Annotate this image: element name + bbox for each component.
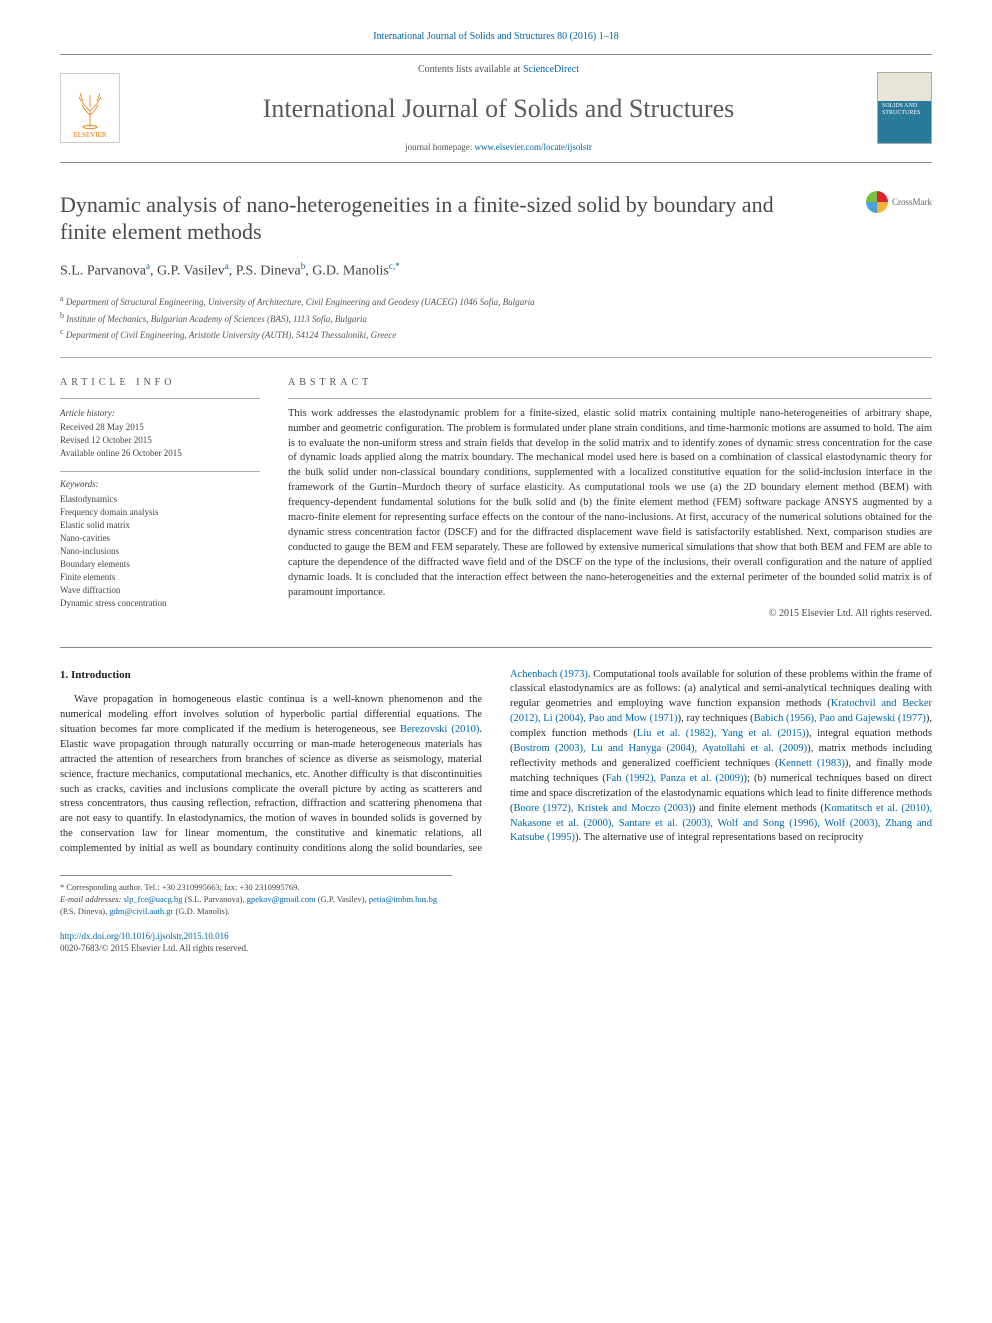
- ref-link[interactable]: Babich (1956), Pao and Gajewski (1977): [754, 713, 926, 724]
- ref-link[interactable]: Liu et al. (1982), Yang et al. (2015): [637, 728, 806, 739]
- history-item: Revised 12 October 2015: [60, 434, 260, 447]
- crossmark-label: CrossMark: [892, 196, 932, 209]
- contents-line: Contents lists available at ScienceDirec…: [120, 63, 877, 77]
- ref-link[interactable]: Boore (1972), Kristek and Moczo (2003): [514, 803, 692, 814]
- info-divider: [60, 398, 260, 399]
- email-line: E-mail addresses: slp_fce@uacg.bg (S.L. …: [60, 894, 452, 918]
- contents-prefix: Contents lists available at: [418, 64, 523, 75]
- doi-link[interactable]: http://dx.doi.org/10.1016/j.ijsolstr.201…: [60, 931, 229, 941]
- ref-link[interactable]: Fah (1992), Panza et al. (2009): [606, 773, 744, 784]
- keyword-item: Boundary elements: [60, 558, 260, 571]
- article-title: Dynamic analysis of nano-heterogeneities…: [60, 191, 800, 246]
- journal-cover-thumb[interactable]: SOLIDS AND STRUCTURES: [877, 72, 932, 144]
- keyword-item: Dynamic stress concentration: [60, 597, 260, 610]
- sciencedirect-link[interactable]: ScienceDirect: [523, 64, 579, 75]
- homepage-link[interactable]: www.elsevier.com/locate/ijsolstr: [475, 142, 592, 152]
- section-heading: 1. Introduction: [60, 668, 482, 684]
- body-columns: 1. Introduction Wave propagation in homo…: [60, 668, 932, 858]
- keyword-item: Nano-inclusions: [60, 545, 260, 558]
- email-link[interactable]: gpekov@gmail.com: [247, 894, 316, 904]
- masthead: ELSEVIER Contents lists available at Sci…: [60, 54, 932, 163]
- ref-link[interactable]: Achenbach (1973): [510, 669, 588, 680]
- journal-reference: International Journal of Solids and Stru…: [60, 30, 932, 44]
- info-row: ARTICLE INFO Article history: Received 2…: [60, 376, 932, 621]
- history-label: Article history:: [60, 407, 260, 420]
- ref-link[interactable]: Berezovski (2010): [400, 724, 479, 735]
- footer: http://dx.doi.org/10.1016/j.ijsolstr.201…: [60, 930, 932, 955]
- ref-link[interactable]: Bostrom (2003), Lu and Hanyga (2004), Ay…: [514, 743, 808, 754]
- cover-thumb-text: SOLIDS AND STRUCTURES: [882, 103, 931, 116]
- keyword-item: Nano-cavities: [60, 532, 260, 545]
- abstract-text: This work addresses the elastodynamic pr…: [288, 407, 932, 601]
- authors: S.L. Parvanovaa, G.P. Vasileva, P.S. Din…: [60, 260, 932, 281]
- history-item: Available online 26 October 2015: [60, 447, 260, 460]
- homepage-prefix: journal homepage:: [405, 142, 474, 152]
- crossmark-badge[interactable]: CrossMark: [866, 191, 932, 213]
- elsevier-tree-icon: [70, 86, 110, 131]
- article-info-col: ARTICLE INFO Article history: Received 2…: [60, 376, 260, 621]
- email-link[interactable]: gdm@civil.auth.gr: [109, 906, 173, 916]
- elsevier-logo[interactable]: ELSEVIER: [60, 73, 120, 143]
- email-link[interactable]: slp_fce@uacg.bg: [123, 894, 182, 904]
- abstract-col: ABSTRACT This work addresses the elastod…: [288, 376, 932, 621]
- keyword-item: Frequency domain analysis: [60, 506, 260, 519]
- history-list: Received 28 May 2015Revised 12 October 2…: [60, 421, 260, 459]
- keywords-label: Keywords:: [60, 478, 260, 491]
- kw-divider: [60, 471, 260, 472]
- copyright-line: © 2015 Elsevier Ltd. All rights reserved…: [288, 607, 932, 621]
- keyword-item: Finite elements: [60, 571, 260, 584]
- keyword-item: Elastic solid matrix: [60, 519, 260, 532]
- masthead-center: Contents lists available at ScienceDirec…: [120, 63, 877, 154]
- corresponding-author: * Corresponding author. Tel.: +30 231099…: [60, 882, 452, 894]
- footnote-block: * Corresponding author. Tel.: +30 231099…: [60, 875, 452, 918]
- email-link[interactable]: petia@imbm.bas.bg: [369, 894, 437, 904]
- elsevier-label: ELSEVIER: [73, 131, 106, 141]
- issn-line: 0020-7683/© 2015 Elsevier Ltd. All right…: [60, 943, 248, 953]
- abstract-label: ABSTRACT: [288, 376, 932, 390]
- journal-ref-link[interactable]: International Journal of Solids and Stru…: [373, 31, 619, 42]
- keyword-item: Elastodynamics: [60, 493, 260, 506]
- history-item: Received 28 May 2015: [60, 421, 260, 434]
- crossmark-icon: [866, 191, 888, 213]
- article-info-label: ARTICLE INFO: [60, 376, 260, 390]
- journal-title: International Journal of Solids and Stru…: [120, 91, 877, 127]
- affiliations: a Department of Structural Engineering, …: [60, 293, 932, 343]
- divider: [60, 357, 932, 358]
- intro-paragraph: Wave propagation in homogeneous elastic …: [60, 668, 932, 858]
- abs-divider: [288, 398, 932, 399]
- section-divider: [60, 647, 932, 648]
- keyword-item: Wave diffraction: [60, 584, 260, 597]
- keywords-list: ElastodynamicsFrequency domain analysisE…: [60, 493, 260, 610]
- homepage-line: journal homepage: www.elsevier.com/locat…: [120, 141, 877, 154]
- ref-link[interactable]: Kennett (1983): [779, 758, 845, 769]
